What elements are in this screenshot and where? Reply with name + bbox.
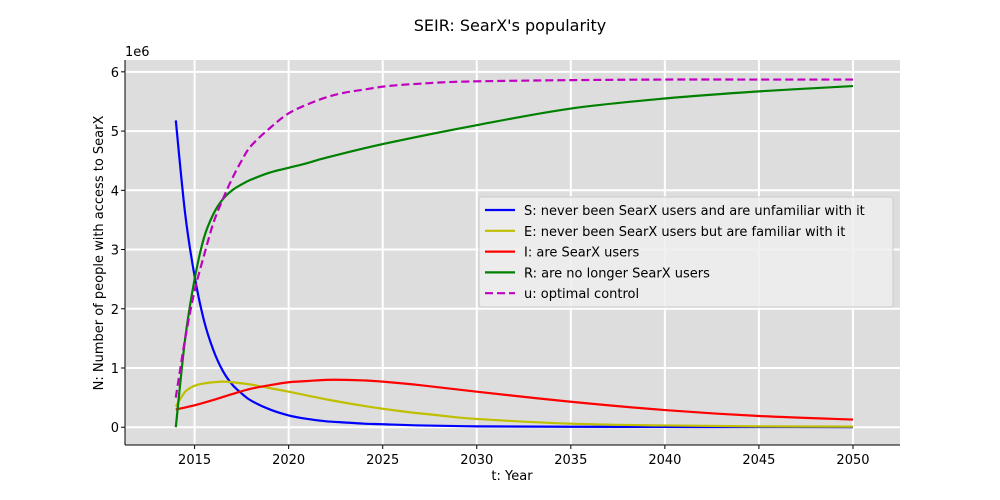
y-tick-label: 0 xyxy=(111,421,119,436)
legend: S: never been SearX users and are unfami… xyxy=(478,196,894,308)
y-tick-label: 2 xyxy=(111,303,119,318)
legend-item-e: E: never been SearX users but are famili… xyxy=(485,225,845,240)
legend-label: I: are SearX users xyxy=(524,246,639,261)
legend-box xyxy=(478,196,894,308)
legend-item-u: u: optimal control xyxy=(485,287,639,302)
x-tick-label: 2020 xyxy=(272,453,305,468)
legend-item-s: S: never been SearX users and are unfami… xyxy=(485,204,865,219)
y-axis-label: N: Number of people with access to SearX xyxy=(92,116,107,391)
tick-labels: 2015 2020 2025 2030 2035 2040 2045 2050 0 1 2 3 4 5 6 xyxy=(111,66,870,468)
y-tick-label: 4 xyxy=(111,184,119,199)
y-tick-label: 1 xyxy=(111,362,119,377)
legend-label: E: never been SearX users but are famili… xyxy=(524,225,845,240)
y-tick-label: 5 xyxy=(111,125,119,140)
x-axis-label: t: Year xyxy=(491,469,533,484)
legend-label: u: optimal control xyxy=(524,287,639,302)
y-tick-label: 6 xyxy=(111,66,119,81)
legend-item-r: R: are no longer SearX users xyxy=(485,266,710,281)
x-tick-label: 2050 xyxy=(836,453,869,468)
x-tick-label: 2035 xyxy=(554,453,587,468)
x-tick-label: 2040 xyxy=(648,453,681,468)
x-tick-label: 2045 xyxy=(742,453,775,468)
infected-line xyxy=(175,378,854,421)
x-tick-label: 2015 xyxy=(178,453,211,468)
susceptible-line xyxy=(174,120,853,429)
y-tick-label: 3 xyxy=(111,244,119,259)
grid-lines xyxy=(125,60,900,445)
exposed-line xyxy=(174,380,853,428)
legend-label: S: never been SearX users and are unfami… xyxy=(524,204,865,219)
chart-title: SEIR: SearX's popularity xyxy=(414,16,607,35)
recovered-line xyxy=(174,84,854,428)
x-tick-label: 2030 xyxy=(460,453,493,468)
series-lines xyxy=(174,78,854,429)
legend-item-i: I: are SearX users xyxy=(485,246,639,261)
y-scale-label: 1e6 xyxy=(125,45,150,60)
optimal-control-line xyxy=(174,78,853,398)
x-tick-label: 2025 xyxy=(366,453,399,468)
legend-label: R: are no longer SearX users xyxy=(524,266,710,281)
